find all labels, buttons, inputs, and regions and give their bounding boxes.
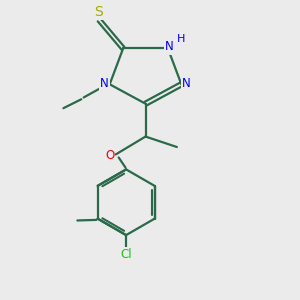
Text: N: N (165, 40, 174, 53)
Text: Cl: Cl (120, 248, 132, 261)
Text: N: N (182, 77, 191, 90)
Text: O: O (105, 149, 114, 162)
Text: N: N (100, 77, 109, 90)
Text: H: H (177, 34, 185, 44)
Text: S: S (94, 5, 103, 19)
